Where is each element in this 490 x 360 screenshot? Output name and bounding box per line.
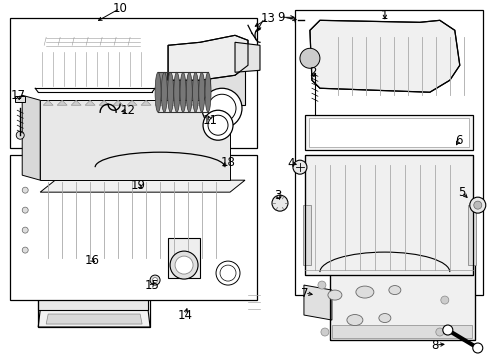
Polygon shape <box>127 100 137 105</box>
Ellipse shape <box>168 72 173 112</box>
Circle shape <box>300 48 320 68</box>
Ellipse shape <box>199 72 205 112</box>
Circle shape <box>16 131 24 139</box>
Polygon shape <box>57 100 67 105</box>
Circle shape <box>293 160 307 174</box>
Text: 8: 8 <box>431 338 439 351</box>
Circle shape <box>22 247 28 253</box>
Polygon shape <box>141 100 151 105</box>
Text: 6: 6 <box>455 134 463 147</box>
Circle shape <box>436 328 444 336</box>
Text: 7: 7 <box>301 287 309 300</box>
Ellipse shape <box>389 285 401 294</box>
Text: 4: 4 <box>287 157 294 170</box>
Polygon shape <box>99 100 109 105</box>
Polygon shape <box>211 100 221 105</box>
Circle shape <box>203 110 233 140</box>
Polygon shape <box>113 100 123 105</box>
Circle shape <box>220 265 236 281</box>
Polygon shape <box>38 272 148 310</box>
Text: 2: 2 <box>309 66 317 79</box>
Circle shape <box>170 251 198 279</box>
Polygon shape <box>235 42 260 72</box>
Ellipse shape <box>161 72 167 112</box>
Polygon shape <box>71 100 81 105</box>
Bar <box>309 118 469 147</box>
Polygon shape <box>332 325 472 338</box>
Text: 18: 18 <box>220 156 236 169</box>
Circle shape <box>208 115 228 135</box>
Circle shape <box>470 197 486 213</box>
Polygon shape <box>85 100 95 105</box>
Polygon shape <box>310 20 460 92</box>
Circle shape <box>473 343 483 353</box>
Text: 3: 3 <box>274 189 282 202</box>
Bar <box>305 155 473 275</box>
Text: 12: 12 <box>121 104 136 117</box>
Circle shape <box>202 88 242 128</box>
Polygon shape <box>155 100 165 105</box>
Circle shape <box>441 296 449 304</box>
Ellipse shape <box>295 13 317 27</box>
Bar <box>158 72 208 112</box>
Circle shape <box>443 325 453 335</box>
Polygon shape <box>43 100 53 105</box>
Circle shape <box>216 261 240 285</box>
Polygon shape <box>22 95 40 180</box>
Polygon shape <box>46 314 142 324</box>
Polygon shape <box>169 100 179 105</box>
Bar <box>303 205 311 265</box>
Ellipse shape <box>193 72 198 112</box>
Text: 5: 5 <box>458 186 466 199</box>
Ellipse shape <box>356 286 374 298</box>
Circle shape <box>318 281 326 289</box>
Circle shape <box>22 207 28 213</box>
Ellipse shape <box>379 314 391 323</box>
Bar <box>168 238 200 278</box>
Bar <box>305 115 473 150</box>
Bar <box>305 155 473 275</box>
Text: 9: 9 <box>277 11 285 24</box>
Text: 14: 14 <box>177 309 193 321</box>
Polygon shape <box>197 100 207 105</box>
Text: 16: 16 <box>85 253 99 267</box>
Circle shape <box>321 328 329 336</box>
Ellipse shape <box>155 72 161 112</box>
Polygon shape <box>40 100 230 180</box>
Circle shape <box>474 201 482 209</box>
Ellipse shape <box>174 72 180 112</box>
Circle shape <box>150 275 160 285</box>
Polygon shape <box>310 61 320 69</box>
Text: 15: 15 <box>145 279 160 292</box>
Circle shape <box>175 256 193 274</box>
Polygon shape <box>330 262 475 340</box>
Polygon shape <box>40 180 245 192</box>
Circle shape <box>272 195 288 211</box>
Ellipse shape <box>186 72 192 112</box>
Bar <box>10 155 257 300</box>
Bar <box>15 96 25 102</box>
Bar <box>295 10 483 295</box>
Ellipse shape <box>347 315 363 325</box>
Text: 17: 17 <box>11 89 25 102</box>
Circle shape <box>208 94 236 122</box>
Bar <box>468 205 476 265</box>
Circle shape <box>22 227 28 233</box>
Ellipse shape <box>328 290 342 300</box>
Text: 10: 10 <box>113 2 127 15</box>
Ellipse shape <box>205 72 211 112</box>
Text: 1: 1 <box>381 9 389 22</box>
Text: 13: 13 <box>261 12 275 25</box>
Polygon shape <box>38 310 150 327</box>
Ellipse shape <box>180 72 186 112</box>
Circle shape <box>22 187 28 193</box>
Polygon shape <box>210 70 245 105</box>
Polygon shape <box>168 35 248 80</box>
Bar <box>10 18 257 148</box>
Circle shape <box>152 278 158 283</box>
Text: 19: 19 <box>131 179 146 192</box>
Polygon shape <box>183 100 193 105</box>
Polygon shape <box>304 285 332 320</box>
Text: 11: 11 <box>202 114 218 127</box>
